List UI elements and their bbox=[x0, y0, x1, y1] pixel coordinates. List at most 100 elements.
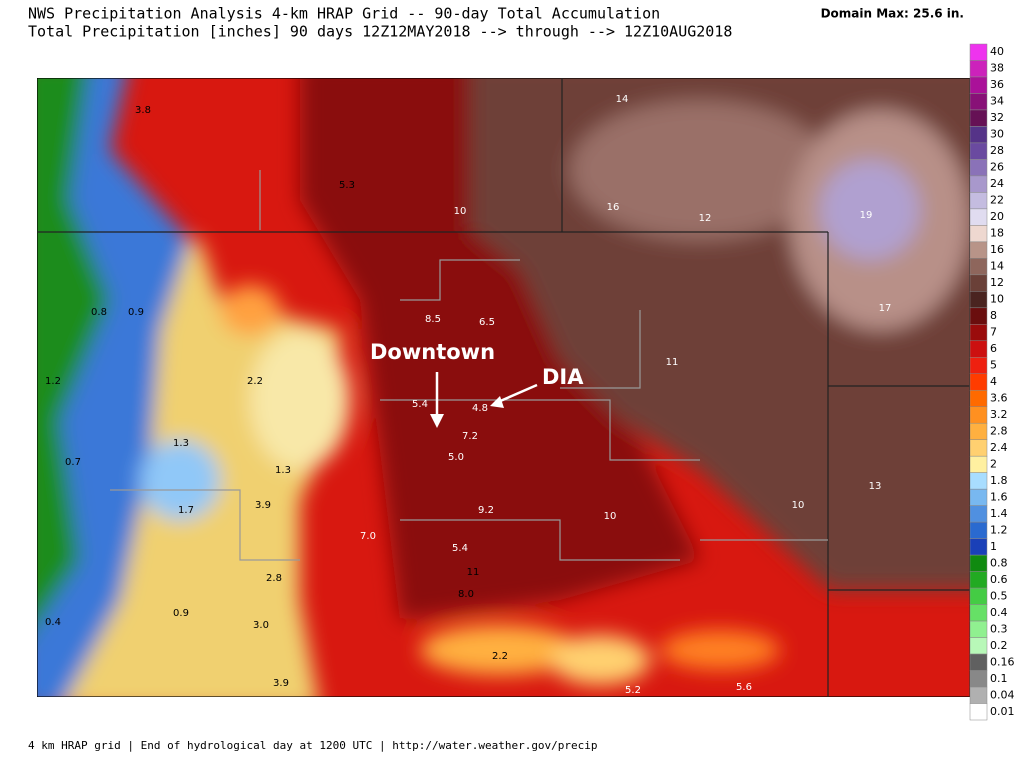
legend-label: 2 bbox=[990, 457, 997, 470]
legend-label: 0.16 bbox=[990, 655, 1015, 668]
legend-swatch bbox=[969, 307, 988, 325]
map-value-label: 1.7 bbox=[178, 505, 194, 516]
map-value-label: 0.8 bbox=[91, 307, 107, 318]
legend-label: 30 bbox=[990, 128, 1004, 141]
map-labels: 3.8 5.3 10 14 16 12 19 17 0.8 0.9 8.5 6.5 11 1.2 2.2 5.… bbox=[45, 94, 891, 696]
legend-swatch bbox=[969, 225, 988, 243]
legend-label: 38 bbox=[990, 62, 1004, 75]
dia-label: DIA bbox=[542, 365, 584, 389]
legend-label: 1.6 bbox=[990, 490, 1008, 503]
map-value-label: 3.0 bbox=[253, 620, 269, 631]
legend-label: 18 bbox=[990, 227, 1004, 240]
legend-swatch bbox=[969, 373, 988, 391]
legend-label: 20 bbox=[990, 210, 1004, 223]
map-value-label: 1.2 bbox=[45, 376, 61, 387]
legend-label: 28 bbox=[990, 144, 1004, 157]
map-value-label: 16 bbox=[607, 202, 620, 213]
legend-label: 0.6 bbox=[990, 573, 1008, 586]
legend-label: 1 bbox=[990, 540, 997, 553]
map-value-label: 10 bbox=[792, 500, 805, 511]
map-value-label: 5.0 bbox=[448, 452, 464, 463]
map-value-label: 0.4 bbox=[45, 617, 61, 628]
legend-swatch bbox=[969, 192, 988, 210]
map-value-label: 10 bbox=[604, 511, 617, 522]
legend-label: 12 bbox=[990, 276, 1004, 289]
legend-swatch bbox=[969, 274, 988, 292]
subtitle: Total Precipitation [inches] 90 days 12Z… bbox=[28, 23, 732, 41]
legend-swatch bbox=[969, 357, 988, 375]
map-value-label: 3.9 bbox=[255, 500, 271, 511]
map-value-label: 0.7 bbox=[65, 457, 81, 468]
legend-swatch bbox=[969, 653, 988, 671]
legend-label: 8 bbox=[990, 309, 997, 322]
legend-label: 7 bbox=[990, 326, 997, 339]
legend-swatch bbox=[969, 43, 988, 61]
legend-label: 5 bbox=[990, 359, 997, 372]
legend-swatch bbox=[969, 126, 988, 144]
legend-swatch bbox=[969, 670, 988, 688]
map-value-label: 8.5 bbox=[425, 314, 441, 325]
map-value-label: 7.2 bbox=[462, 431, 478, 442]
map-value-label: 0.9 bbox=[173, 608, 189, 619]
legend-label: 3.6 bbox=[990, 391, 1008, 404]
legend-swatch bbox=[969, 93, 988, 111]
legend-label: 1.8 bbox=[990, 474, 1008, 487]
legend-label: 1.4 bbox=[990, 507, 1008, 520]
legend-swatch bbox=[969, 324, 988, 342]
map-value-label: 14 bbox=[616, 94, 629, 105]
legend-swatch bbox=[969, 455, 988, 473]
legend-label: 36 bbox=[990, 78, 1004, 91]
legend-swatch bbox=[969, 472, 988, 490]
legend-swatch bbox=[969, 505, 988, 523]
map-value-label: 12 bbox=[699, 213, 712, 224]
legend-swatch bbox=[969, 439, 988, 457]
legend-label: 0.3 bbox=[990, 622, 1008, 635]
legend-swatch bbox=[969, 604, 988, 622]
map-value-label: 2.2 bbox=[247, 376, 263, 387]
legend-label: 0.01 bbox=[990, 705, 1015, 718]
map-value-label: 5.6 bbox=[736, 682, 752, 693]
legend-label: 2.4 bbox=[990, 441, 1008, 454]
legend-label: 3.2 bbox=[990, 408, 1008, 421]
legend-swatch bbox=[969, 109, 988, 127]
legend-label: 0.5 bbox=[990, 589, 1008, 602]
map-value-label: 19 bbox=[860, 210, 873, 221]
map-value-label: 3.8 bbox=[135, 105, 151, 116]
legend-label: 1.2 bbox=[990, 523, 1008, 536]
legend-label: 0.4 bbox=[990, 606, 1008, 619]
legend-swatch bbox=[969, 406, 988, 424]
legend-swatch bbox=[969, 538, 988, 556]
legend-label: 32 bbox=[990, 111, 1004, 124]
map-value-label: 17 bbox=[879, 303, 892, 314]
legend-swatch bbox=[969, 340, 988, 358]
legend-label: 14 bbox=[990, 260, 1004, 273]
legend-swatch bbox=[969, 554, 988, 572]
map-value-label: 8.0 bbox=[458, 589, 474, 600]
legend-swatch bbox=[969, 76, 988, 94]
legend-swatch bbox=[969, 142, 988, 160]
map-value-label: 5.2 bbox=[625, 685, 641, 696]
legend-swatch bbox=[969, 620, 988, 638]
legend-swatch bbox=[969, 488, 988, 506]
legend-label: 40 bbox=[990, 45, 1004, 58]
legend-swatch bbox=[969, 159, 988, 177]
map-value-label: 4.8 bbox=[472, 403, 488, 414]
map-value-label: 3.9 bbox=[273, 678, 289, 689]
footer: 4 km HRAP grid | End of hydrological day… bbox=[28, 739, 598, 752]
map-value-label: 1.3 bbox=[173, 438, 189, 449]
legend-swatch bbox=[969, 587, 988, 605]
map-value-label: 11 bbox=[666, 357, 679, 368]
legend-swatch bbox=[969, 422, 988, 440]
legend-swatch bbox=[969, 389, 988, 407]
legend-swatch bbox=[969, 208, 988, 226]
legend-label: 4 bbox=[990, 375, 997, 388]
map-value-label: 1.3 bbox=[275, 465, 291, 476]
map-value-label: 10 bbox=[454, 206, 467, 217]
legend-label: 10 bbox=[990, 293, 1004, 306]
map-value-label: 5.4 bbox=[452, 543, 468, 554]
legend-label: 34 bbox=[990, 95, 1004, 108]
map-value-label: 2.2 bbox=[492, 651, 508, 662]
map-value-label: 11 bbox=[467, 567, 480, 578]
precip-map bbox=[37, 78, 970, 697]
